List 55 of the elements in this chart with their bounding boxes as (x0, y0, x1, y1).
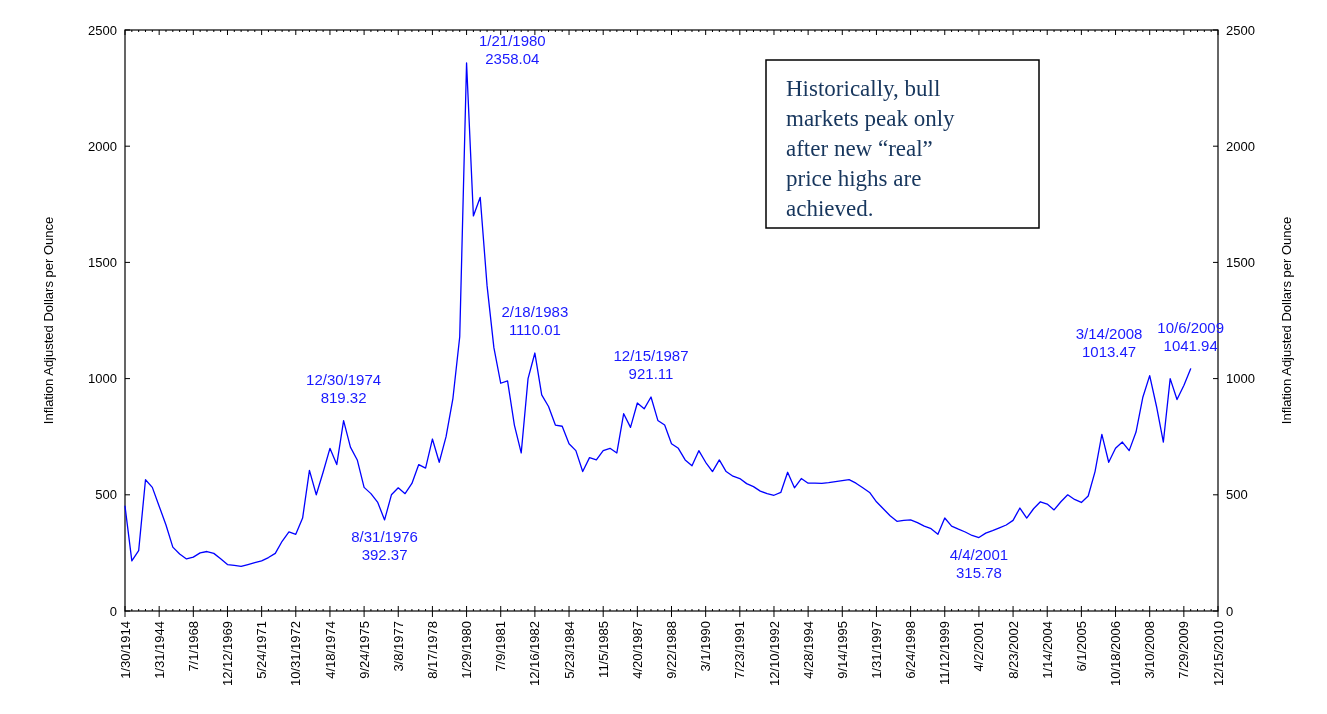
x-tick-label: 11/12/1999 (937, 621, 953, 686)
x-tick-label: 5/23/1984 (561, 621, 577, 679)
x-tick-label: 7/23/1991 (732, 621, 748, 679)
x-tick-label: 5/24/1971 (254, 621, 270, 679)
annotation: 1/21/1980 2358.04 (479, 32, 546, 67)
x-tick-label: 9/22/1988 (664, 621, 680, 679)
x-tick-label: 3/8/1977 (390, 621, 406, 672)
x-tick-label: 12/15/2010 (1210, 621, 1226, 687)
annotation: 12/15/1987 921.11 (613, 346, 689, 382)
x-tick-label: 6/24/1998 (903, 621, 919, 679)
y-tick-label: 1000 (88, 371, 117, 387)
annotation: 4/4/2001 315.78 (949, 545, 1009, 581)
x-tick-label: 12/16/1982 (527, 621, 543, 687)
x-tick-label: 1/14/2004 (1039, 621, 1055, 679)
x-tick-label: 3/1/1990 (698, 621, 714, 672)
x-tick-label: 3/10/2008 (1142, 621, 1158, 679)
x-tick-label: 10/31/1972 (288, 621, 304, 687)
y2-tick-label: 2000 (1226, 138, 1255, 154)
y2-tick-label: 500 (1226, 487, 1248, 503)
x-tick-label: 1/30/1914 (117, 621, 133, 679)
x-tick-label: 7/29/2009 (1176, 621, 1192, 679)
x-tick-label: 12/12/1969 (220, 621, 236, 687)
y-tick-label: 2500 (88, 22, 117, 38)
x-tick-label: 11/5/1985 (595, 621, 611, 678)
x-tick-label: 9/14/1995 (834, 621, 850, 679)
y2-tick-label: 0 (1226, 603, 1234, 619)
x-tick-label: 7/9/1981 (493, 621, 509, 672)
y2-tick-label: 1500 (1226, 254, 1255, 270)
y-tick-label: 2000 (88, 138, 117, 154)
annotation: 2/18/1983 1110.01 (501, 303, 569, 339)
y-tick-label: 0 (109, 603, 117, 619)
y-tick-label: 1500 (88, 254, 117, 270)
x-tick-label: 1/31/1944 (151, 621, 167, 679)
x-tick-label: 4/28/1994 (800, 621, 816, 679)
x-tick-label: 10/18/2006 (1108, 621, 1124, 687)
x-tick-label: 1/31/1997 (868, 621, 884, 679)
y2-tick-label: 1000 (1226, 371, 1255, 387)
x-tick-label: 8/23/2002 (1005, 621, 1021, 679)
y2-axis-title: Inflation Adjusted Dollars per Ounce (1279, 216, 1294, 425)
annotation: 3/14/2008 1013.47 (1075, 325, 1143, 361)
x-tick-label: 6/1/2005 (1073, 621, 1089, 672)
y-tick-label: 500 (95, 487, 117, 503)
y2-tick-label: 2500 (1226, 22, 1255, 38)
annotation: Historically, bull markets peak only after new “real” price highs are achieved. (786, 76, 956, 221)
x-tick-label: 4/20/1987 (629, 621, 645, 679)
x-tick-label: 12/10/1992 (766, 621, 782, 687)
x-tick-label: 4/2/2001 (971, 621, 987, 672)
x-tick-label: 8/17/1978 (424, 621, 440, 679)
x-tick-label: 9/24/1975 (356, 621, 372, 679)
y-axis-title: Inflation Adjusted Dollars per Ounce (41, 216, 56, 425)
annotation: 12/30/1974 819.32 (306, 370, 382, 406)
annotation: 8/31/1976 392.37 (351, 527, 418, 563)
x-tick-label: 7/1/1968 (185, 621, 201, 672)
x-tick-label: 1/29/1980 (459, 621, 475, 679)
x-tick-label: 4/18/1974 (322, 621, 338, 679)
